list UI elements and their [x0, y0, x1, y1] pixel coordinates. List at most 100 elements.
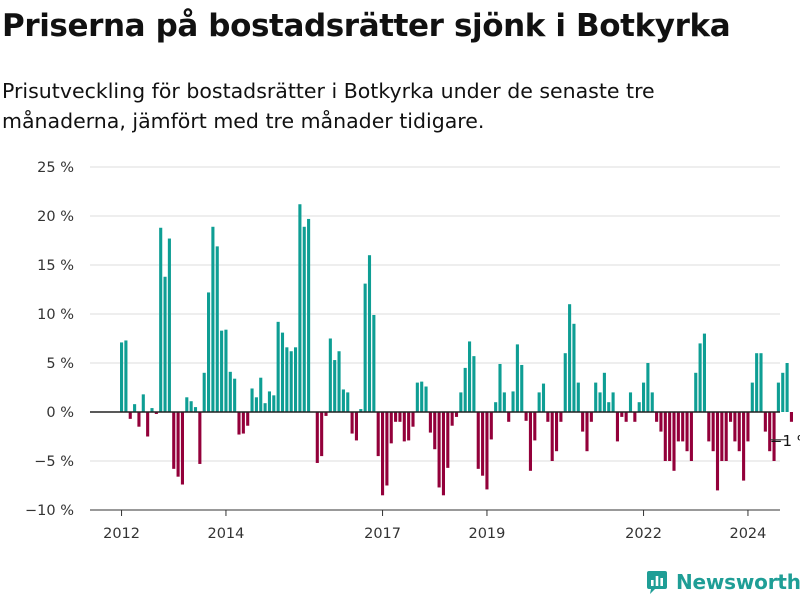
bar [420, 381, 424, 412]
bar [333, 360, 337, 412]
bars [120, 204, 793, 496]
y-tick-label: 5 % [46, 356, 74, 372]
y-tick-label: −5 % [34, 454, 74, 470]
bar [137, 412, 141, 427]
bar [146, 412, 150, 437]
bar [642, 382, 646, 412]
bar [180, 412, 184, 485]
bar [776, 382, 780, 412]
bar [663, 412, 667, 461]
bar [681, 412, 685, 442]
bar [620, 412, 624, 417]
bar [454, 412, 459, 417]
bar [211, 226, 215, 412]
bar [193, 407, 198, 412]
x-tick-label: 2024 [729, 526, 766, 542]
bar [254, 397, 258, 412]
bar [376, 412, 380, 457]
bar [650, 392, 654, 412]
bar [437, 412, 441, 488]
bar [259, 377, 263, 412]
bar [694, 372, 698, 412]
bar-chart-logo-icon [647, 571, 667, 594]
brand-name: Newsworthy [676, 570, 800, 594]
bar [598, 392, 602, 412]
bar [472, 356, 476, 412]
bar [215, 246, 219, 412]
bar [715, 412, 720, 491]
bar [224, 329, 228, 412]
bar [476, 412, 480, 469]
bar [150, 408, 154, 412]
bar [759, 353, 763, 412]
bar [502, 392, 506, 412]
bar [789, 412, 793, 422]
bar [394, 412, 398, 422]
bar [398, 412, 402, 422]
bar [359, 409, 363, 412]
bar [668, 412, 672, 461]
bar [350, 412, 354, 434]
bar [633, 412, 637, 422]
bar [520, 364, 524, 412]
x-tick-label: 2019 [468, 526, 505, 542]
bar [729, 412, 733, 422]
bar [263, 403, 267, 412]
bar [463, 367, 467, 412]
bar [176, 412, 180, 477]
bar [341, 389, 345, 412]
bar [515, 344, 519, 412]
bar [746, 412, 750, 442]
bar [120, 342, 124, 412]
bar [528, 412, 532, 471]
axes [90, 411, 780, 516]
gridlines [90, 166, 780, 511]
x-tick-label: 2017 [364, 526, 401, 542]
bar [676, 412, 680, 442]
bar [250, 388, 254, 412]
bar [785, 363, 789, 412]
bar [163, 276, 167, 412]
bar [485, 412, 489, 490]
bar [541, 383, 546, 412]
bar [655, 412, 659, 422]
bar [637, 402, 641, 412]
bar [468, 341, 472, 412]
bar [772, 412, 776, 461]
bar [450, 412, 454, 426]
bar [624, 412, 628, 422]
bar [298, 204, 302, 412]
bar-chart: −10 % −5 % 0 % 5 % 10 % 15 % 20 % 25 % 2012 2014 2… [25, 160, 800, 542]
bar [424, 386, 428, 412]
x-tick-label: 2012 [103, 526, 140, 542]
bar [220, 330, 224, 412]
bar [124, 340, 128, 412]
bar [533, 412, 537, 441]
bar [507, 412, 511, 422]
bar [511, 391, 515, 412]
bar [724, 412, 728, 461]
bar [324, 412, 328, 416]
newsworthy-logo: Newsworthy [644, 566, 800, 598]
bar [589, 412, 593, 422]
bar [202, 372, 206, 412]
bar [781, 372, 785, 412]
bar [185, 397, 189, 412]
bar [607, 402, 611, 412]
bar [720, 412, 724, 461]
bar [402, 412, 406, 442]
bar [237, 412, 241, 435]
bar [294, 347, 298, 412]
bar [415, 382, 419, 412]
bar [407, 412, 411, 441]
bar [276, 321, 280, 412]
bar [546, 412, 550, 422]
bar [489, 412, 493, 440]
last-value-label: −1 % [770, 432, 800, 450]
bar [550, 412, 554, 461]
bar [315, 412, 319, 463]
bar [354, 412, 358, 441]
bar [446, 412, 450, 468]
bar [672, 412, 676, 471]
bar [576, 382, 580, 412]
